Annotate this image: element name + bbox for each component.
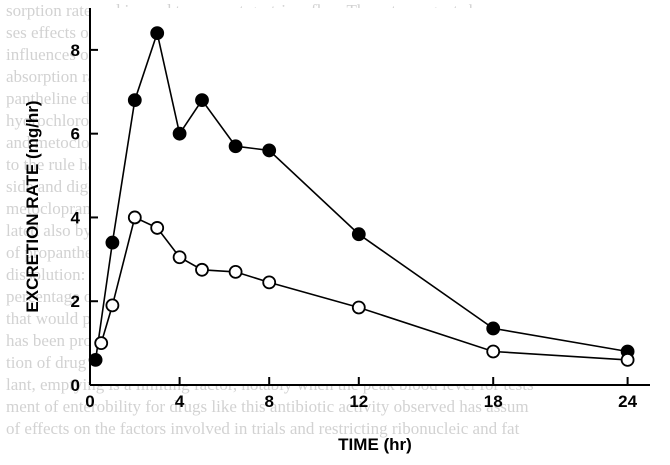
series-layer	[88, 26, 635, 367]
y-tick-label: 8	[71, 41, 80, 60]
series-1-point	[228, 139, 243, 154]
series-1-point	[486, 321, 501, 336]
axes	[89, 8, 650, 386]
y-axis-title: EXCRETION RATE (mg/hr)	[23, 100, 42, 312]
x-tick-label: 12	[349, 392, 368, 411]
series-2-point	[228, 264, 243, 279]
series-1-point	[262, 143, 277, 158]
y-tick-label: 6	[71, 125, 80, 144]
y-tick-label: 4	[71, 208, 81, 227]
series-2-point	[351, 300, 366, 315]
series-2-point	[620, 352, 635, 367]
background-text-line: ment of enterobility for drugs like this…	[6, 397, 529, 416]
series-1-point	[150, 26, 165, 41]
series-2-point	[486, 344, 501, 359]
x-axis-title: TIME (hr)	[338, 435, 412, 454]
series-1-point	[105, 235, 120, 250]
series-2-point	[172, 250, 187, 265]
plot-area	[90, 8, 650, 385]
y-tick-label: 0	[71, 376, 80, 395]
series-1-point	[88, 352, 103, 367]
series-2-point	[195, 262, 209, 277]
series-1-point	[195, 93, 209, 108]
series-2-point	[150, 221, 165, 235]
x-tick-label: 24	[618, 392, 637, 411]
series-2-point	[127, 210, 142, 225]
series-2-point	[262, 275, 277, 290]
x-tick-label: 4	[175, 392, 185, 411]
series-2	[94, 210, 635, 367]
series-1-point	[351, 227, 366, 242]
series-1	[88, 26, 635, 367]
y-tick-label: 2	[71, 292, 80, 311]
series-2-point	[105, 298, 120, 313]
series-2-point	[94, 336, 109, 351]
x-tick-label: 18	[484, 392, 503, 411]
series-1-point	[172, 126, 187, 141]
x-tick-label: 0	[85, 392, 94, 411]
background-text-line: of effects on the factors involved in tr…	[6, 419, 520, 438]
series-1-point	[127, 93, 142, 108]
x-tick-label: 8	[264, 392, 273, 411]
